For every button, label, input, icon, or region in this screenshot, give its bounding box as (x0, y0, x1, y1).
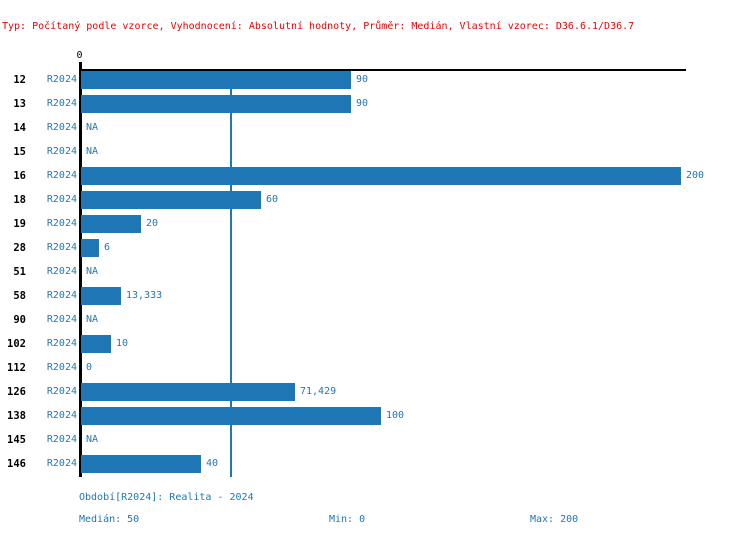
bar (81, 287, 121, 305)
row-period-label: R2024 (46, 338, 77, 349)
bar-value-label: NA (86, 146, 99, 157)
row-period-label: R2024 (46, 122, 77, 133)
row-id: 126 (7, 386, 26, 398)
bar-value-label: 13,333 (126, 290, 163, 301)
bar-value-label: 40 (206, 458, 219, 469)
row-period-label: R2024 (46, 314, 77, 325)
row-period-label: R2024 (46, 98, 77, 109)
row-id: 19 (13, 218, 26, 230)
row-id: 13 (13, 98, 26, 110)
x-axis-zero-label: 0 (76, 50, 83, 61)
table-row: 12 R2024 90 (0, 68, 750, 92)
table-row: 126 R2024 71,429 (0, 380, 750, 404)
bar (81, 167, 681, 185)
bar-value-label: 0 (86, 362, 93, 373)
bar (81, 407, 381, 425)
bar-value-label: 20 (146, 218, 159, 229)
table-row: 90 R2024 NA (0, 308, 750, 332)
row-id: 15 (13, 146, 26, 158)
table-row: 146 R2024 40 (0, 452, 750, 476)
row-id: 146 (7, 458, 26, 470)
bar (81, 383, 295, 401)
table-row: 13 R2024 90 (0, 92, 750, 116)
row-id: 90 (13, 314, 26, 326)
row-id: 16 (13, 170, 26, 182)
bar-value-label: NA (86, 314, 99, 325)
bar (81, 71, 351, 89)
row-id: 51 (13, 266, 26, 278)
row-period-label: R2024 (46, 458, 77, 469)
row-id: 18 (13, 194, 26, 206)
row-period-label: R2024 (46, 242, 77, 253)
median-reference-line (230, 71, 232, 477)
row-id: 102 (7, 338, 26, 350)
row-period-label: R2024 (46, 146, 77, 157)
row-id: 12 (13, 74, 26, 86)
row-period-label: R2024 (46, 194, 77, 205)
bar (81, 215, 141, 233)
table-row: 16 R2024 200 (0, 164, 750, 188)
row-id: 138 (7, 410, 26, 422)
bar (81, 455, 201, 473)
row-id: 14 (13, 122, 26, 134)
table-row: 102 R2024 10 (0, 332, 750, 356)
row-id: 28 (13, 242, 26, 254)
y-axis-line (79, 62, 82, 477)
bar-value-label: 100 (386, 410, 405, 421)
row-period-label: R2024 (46, 386, 77, 397)
row-id: 112 (7, 362, 26, 374)
bar-value-label: 90 (356, 98, 369, 109)
row-period-label: R2024 (46, 170, 77, 181)
table-row: 18 R2024 60 (0, 188, 750, 212)
row-period-label: R2024 (46, 290, 77, 301)
bar-value-label: 90 (356, 74, 369, 85)
bar (81, 191, 261, 209)
table-row: 51 R2024 NA (0, 260, 750, 284)
row-period-label: R2024 (46, 74, 77, 85)
bar-value-label: 200 (686, 170, 705, 181)
row-id: 145 (7, 434, 26, 446)
row-period-label: R2024 (46, 218, 77, 229)
table-row: 15 R2024 NA (0, 140, 750, 164)
bar-value-label: NA (86, 122, 99, 133)
bar (81, 239, 99, 257)
bar-value-label: NA (86, 266, 99, 277)
table-row: 28 R2024 6 (0, 236, 750, 260)
footer-period-label: Období[R2024]: Realita - 2024 (79, 492, 254, 503)
bar-value-label: 71,429 (300, 386, 337, 397)
footer-max-label: Max: 200 (530, 514, 579, 525)
bar (81, 335, 111, 353)
table-row: 145 R2024 NA (0, 428, 750, 452)
chart-settings-line: Typ: Počítaný podle vzorce, Vyhodnocení:… (2, 21, 635, 32)
bar-value-label: NA (86, 434, 99, 445)
table-row: 19 R2024 20 (0, 212, 750, 236)
row-period-label: R2024 (46, 266, 77, 277)
table-row: 14 R2024 NA (0, 116, 750, 140)
footer-median-label: Medián: 50 (79, 514, 140, 525)
table-row: 58 R2024 13,333 (0, 284, 750, 308)
bar-value-label: 60 (266, 194, 279, 205)
row-id: 58 (13, 290, 26, 302)
footer-min-label: Min: 0 (329, 514, 366, 525)
table-row: 138 R2024 100 (0, 404, 750, 428)
row-period-label: R2024 (46, 434, 77, 445)
row-period-label: R2024 (46, 362, 77, 373)
table-row: 112 R2024 0 (0, 356, 750, 380)
bar-value-label: 6 (104, 242, 111, 253)
bar (81, 95, 351, 113)
bar-value-label: 10 (116, 338, 129, 349)
row-period-label: R2024 (46, 410, 77, 421)
x-axis-line (79, 69, 686, 71)
